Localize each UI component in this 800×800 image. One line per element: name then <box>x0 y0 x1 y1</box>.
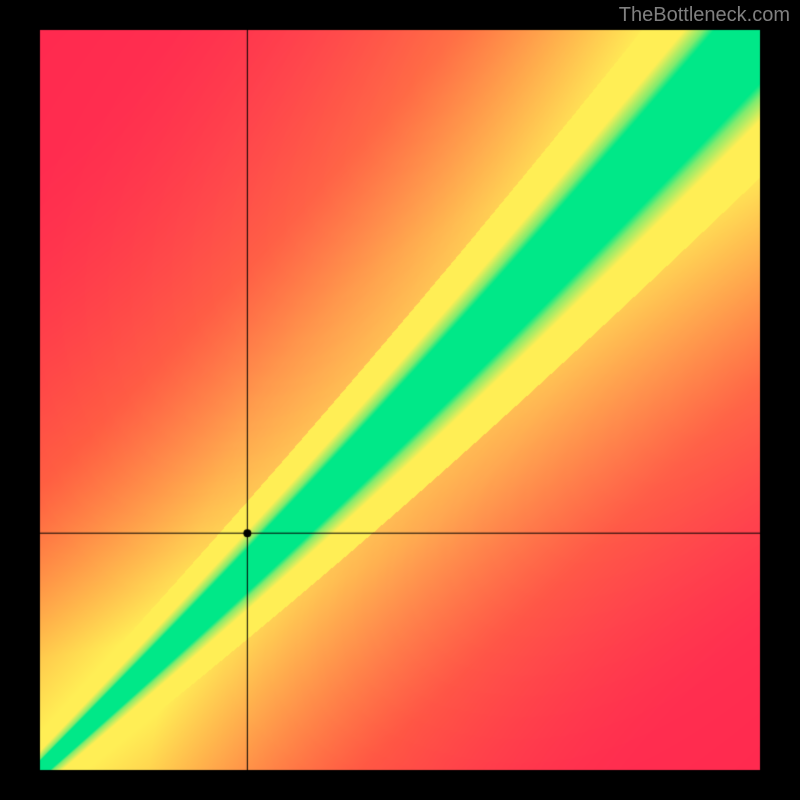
bottleneck-heatmap <box>0 0 800 800</box>
chart-container: TheBottleneck.com <box>0 0 800 800</box>
watermark-text: TheBottleneck.com <box>619 4 790 27</box>
